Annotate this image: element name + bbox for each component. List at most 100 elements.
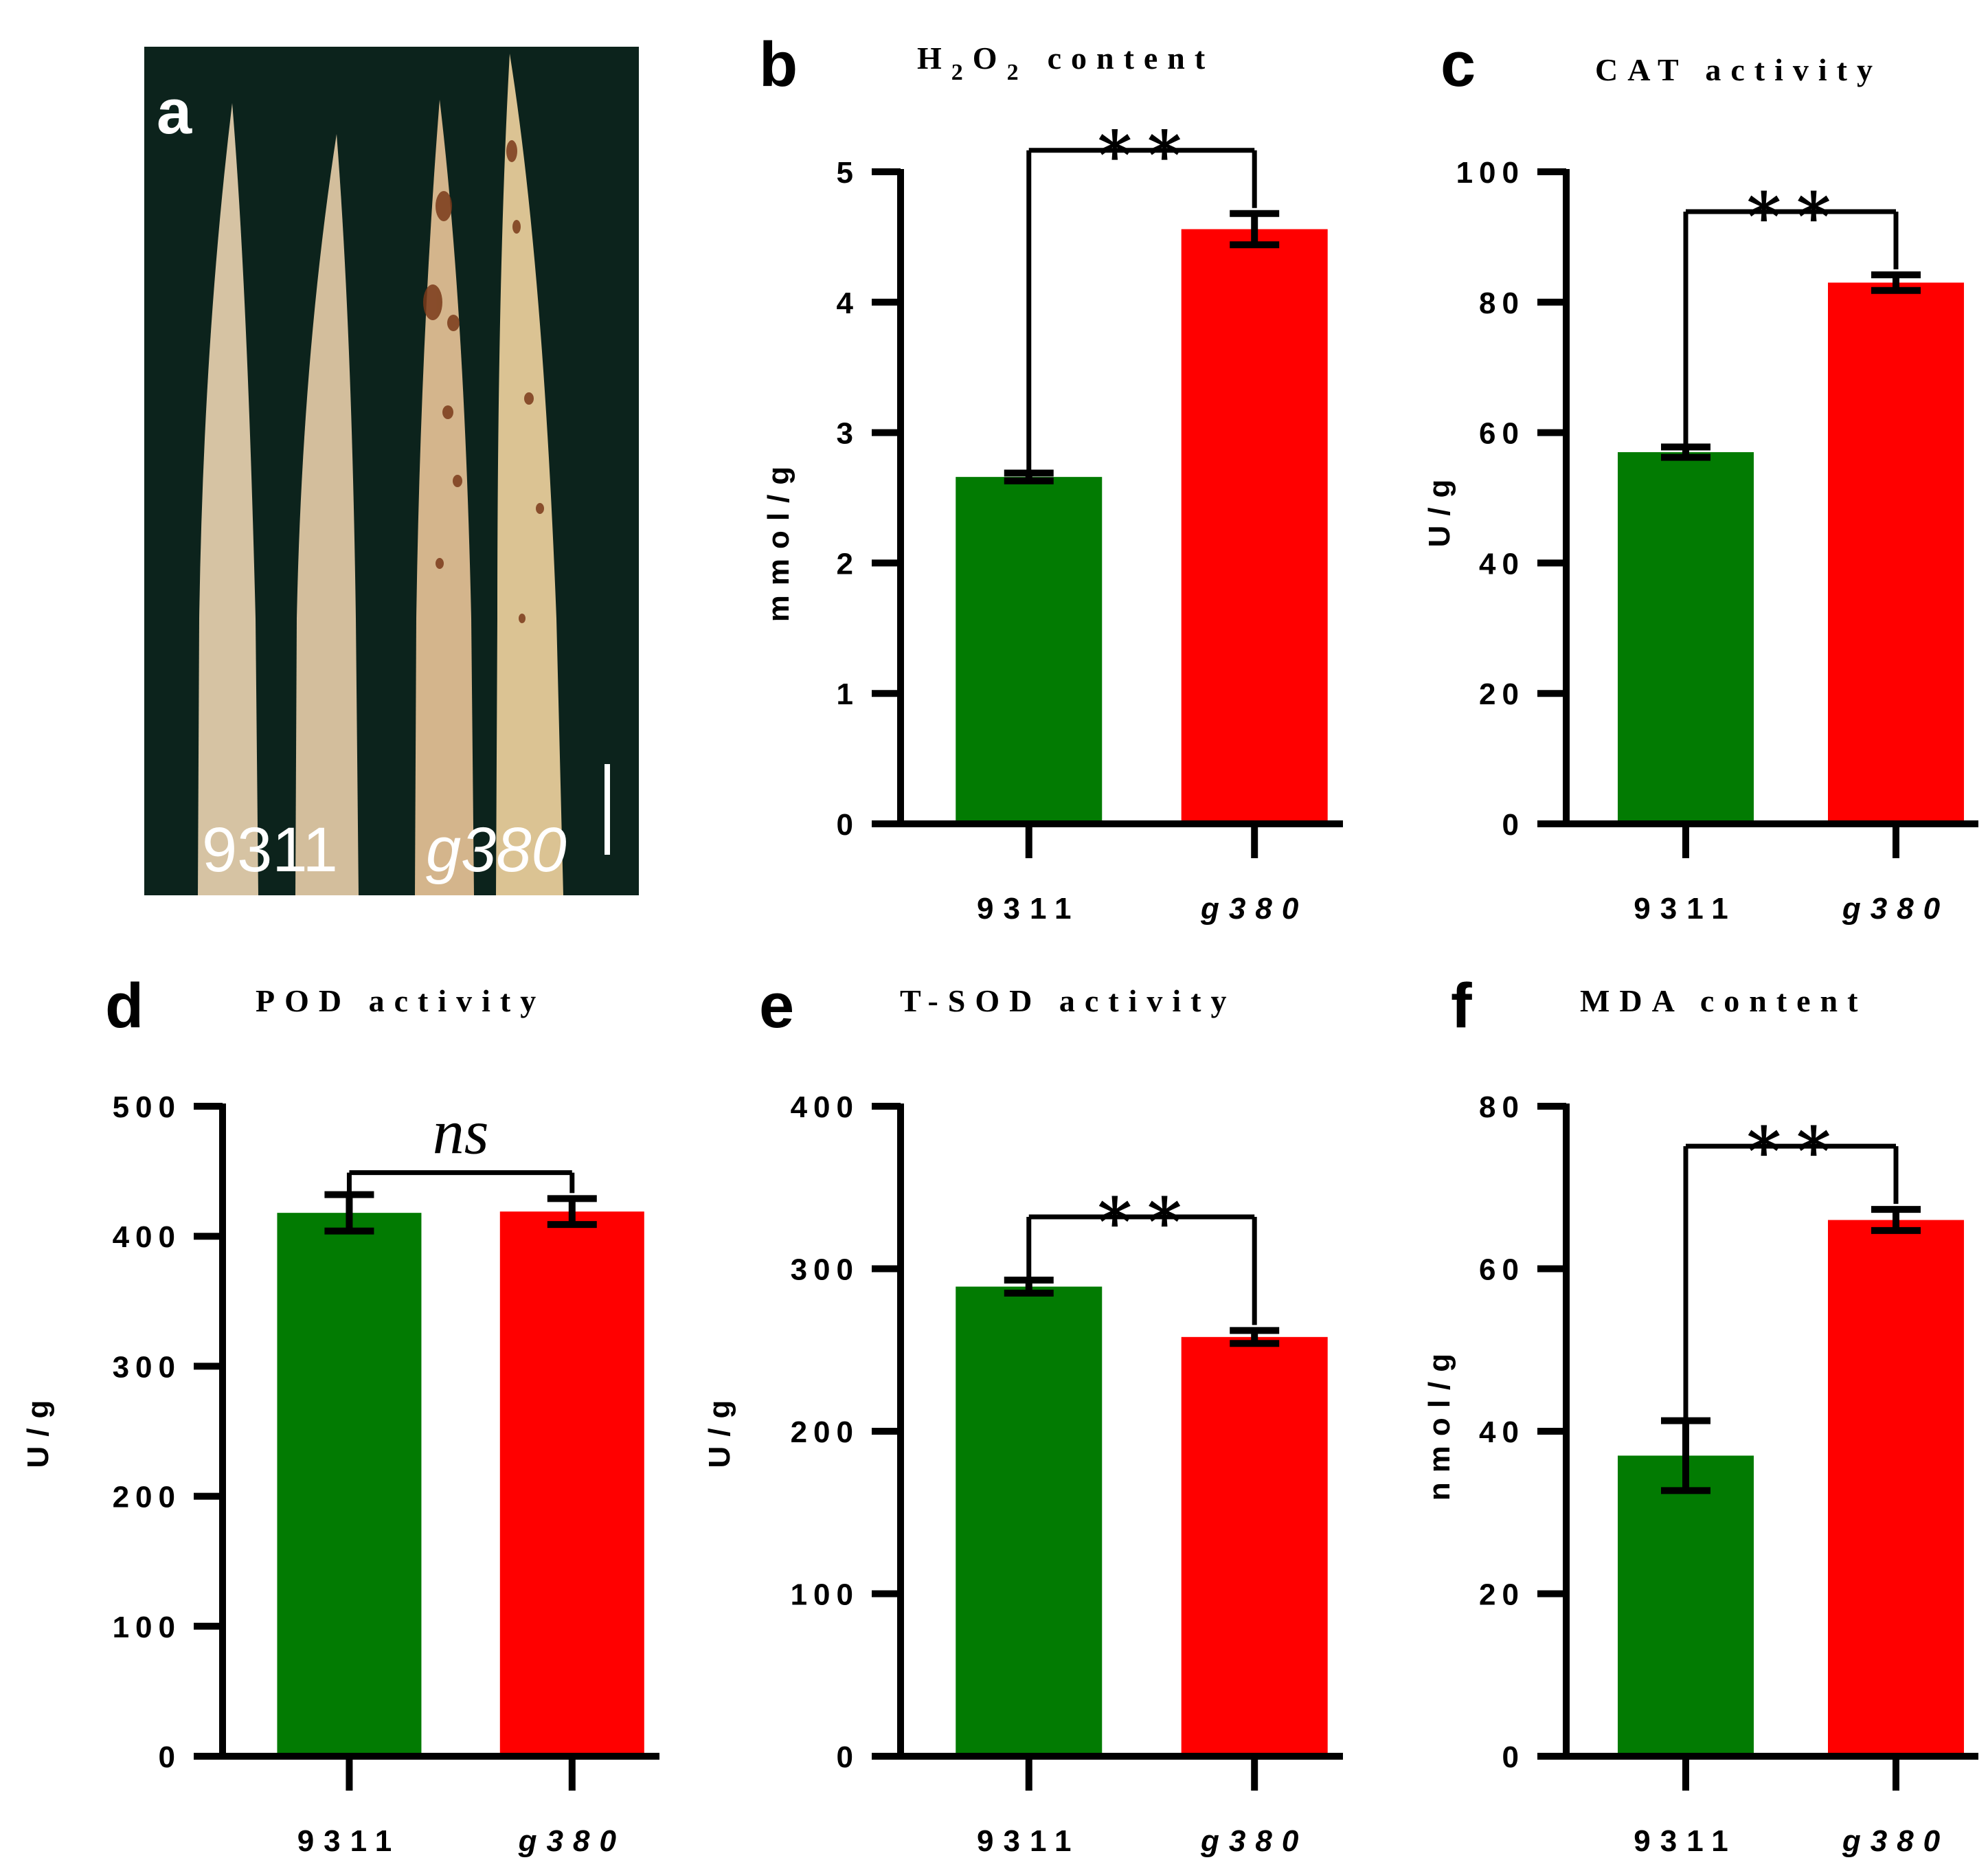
- panel-letter-f: f: [1451, 971, 1472, 1041]
- chart-title: T-SOD activity: [900, 983, 1236, 1018]
- bar-9311: [956, 477, 1103, 824]
- bar-9311: [277, 1213, 422, 1756]
- bar-g380: [1181, 1336, 1328, 1756]
- y-tick-label: 400: [113, 1220, 181, 1254]
- error-bar-g380: [1871, 271, 1921, 294]
- significance-bracket: [1683, 209, 1899, 447]
- y-tick-label: 80: [1479, 287, 1525, 320]
- y-axis-label: U/g: [703, 1391, 736, 1468]
- y-tick-label: 3: [837, 417, 859, 451]
- significance-bracket: [1026, 1214, 1257, 1325]
- chart-title-main: content: [1048, 41, 1215, 76]
- x-tick-label-g380: g380: [1842, 892, 1950, 926]
- significance-bracket: [346, 1170, 575, 1195]
- chart-panel-d: d POD activity U/g 0 100 200 300 400 500 9311 g380…: [21, 971, 659, 1858]
- y-tick-label: 400: [791, 1090, 859, 1124]
- chart-title-main: H: [917, 41, 951, 76]
- chart-title-sub: 2: [1007, 60, 1028, 85]
- x-tick-label-9311: 9311: [1634, 1824, 1737, 1858]
- y-tick-label: 100: [113, 1611, 181, 1644]
- significance-label: ∗∗: [1741, 168, 1841, 241]
- y-tick-label: 1: [837, 677, 859, 711]
- y-tick-label: 60: [1479, 1253, 1525, 1287]
- scale-bar: [605, 764, 610, 855]
- y-tick-label: 40: [1479, 1415, 1525, 1449]
- x-tick-label-g380: g380: [1842, 1824, 1950, 1858]
- bar-g380: [499, 1211, 644, 1756]
- error-bar-g380: [1230, 210, 1280, 249]
- x-tick-label-9311: 9311: [297, 1824, 401, 1858]
- y-tick-label: 5: [837, 156, 859, 190]
- y-tick-label: 200: [791, 1415, 859, 1449]
- chart-panel-c: c CAT activity U/g 0 20 40 60 80 100 9311 g380 ∗∗: [1423, 30, 1978, 926]
- x-tick-label-g380: g380: [1200, 1824, 1308, 1858]
- x-tick-label-9311: 9311: [977, 1824, 1081, 1858]
- y-axis-label: nmol/g: [1423, 1344, 1456, 1501]
- x-tick-label-g380: g380: [1200, 892, 1308, 926]
- y-tick-label: 0: [159, 1740, 181, 1774]
- leaf-9311-1: [198, 103, 258, 895]
- bar-9311: [956, 1286, 1103, 1756]
- lesion-spots: [423, 140, 544, 623]
- y-tick-label: 200: [113, 1481, 181, 1514]
- chart-title: CAT activity: [1595, 52, 1882, 87]
- y-tick-label: 60: [1479, 417, 1525, 451]
- y-tick-label: 80: [1479, 1090, 1525, 1124]
- panel-a: a 9311 g380: [144, 47, 639, 895]
- chart-panel-e: e T-SOD activity U/g 0 100 200 300 400 9311 g380 ∗…: [703, 971, 1343, 1858]
- error-bar-g380: [547, 1195, 597, 1229]
- chart-title: POD activity: [256, 983, 545, 1018]
- significance-label: ∗∗: [1092, 107, 1192, 180]
- y-tick-label: 300: [791, 1253, 859, 1287]
- error-bar-9311: [1661, 443, 1710, 461]
- leaf-g380-2: [496, 54, 563, 895]
- y-tick-label: 2: [837, 547, 859, 581]
- y-tick-label: 500: [113, 1090, 181, 1124]
- x-tick-label-g380: g380: [518, 1824, 626, 1858]
- error-bar-9311: [1004, 469, 1054, 484]
- x-tick-label-9311: 9311: [1634, 892, 1737, 926]
- y-tick-label: 20: [1479, 677, 1525, 711]
- photo-label-9311: 9311: [202, 815, 338, 885]
- significance-label: ∗∗: [1092, 1173, 1192, 1246]
- panel-letter-a: a: [157, 77, 192, 147]
- photo-label-g380: g380: [426, 815, 567, 885]
- y-tick-label: 0: [1502, 808, 1525, 842]
- y-tick-label: 0: [837, 1740, 859, 1774]
- panel-letter-d: d: [105, 971, 144, 1041]
- panel-letter-b: b: [759, 30, 798, 100]
- y-tick-label: 40: [1479, 547, 1525, 581]
- error-bar-g380: [1871, 1206, 1921, 1234]
- error-bar-g380: [1230, 1327, 1280, 1347]
- significance-bracket: [1026, 148, 1257, 472]
- x-tick-label-9311: 9311: [977, 892, 1081, 926]
- significance-bracket: [1683, 1143, 1899, 1450]
- y-axis-label: mmol/g: [762, 457, 795, 622]
- y-tick-label: 20: [1479, 1578, 1525, 1612]
- bar-g380: [1181, 229, 1328, 825]
- chart-title: H2O2 content: [917, 41, 1215, 85]
- leaf-9311-2: [295, 134, 359, 895]
- bar-9311: [1618, 1455, 1754, 1756]
- bar-g380: [1828, 1220, 1964, 1756]
- chart-title-main: O: [973, 41, 1007, 76]
- panel-letter-e: e: [759, 971, 794, 1041]
- significance-label: ∗∗: [1741, 1102, 1841, 1176]
- y-tick-label: 4: [837, 287, 859, 320]
- chart-panel-f: f MDA content nmol/g 0 20 40 60 80 9311 g380 ∗∗: [1423, 971, 1978, 1858]
- chart-title: MDA content: [1580, 983, 1867, 1018]
- y-tick-label: 0: [1502, 1740, 1525, 1774]
- chart-title-sub: 2: [951, 60, 973, 85]
- y-tick-label: 100: [1456, 156, 1525, 190]
- y-axis-label: U/g: [21, 1391, 55, 1468]
- bar-g380: [1828, 282, 1964, 825]
- bar-9311: [1618, 452, 1754, 824]
- y-tick-label: 0: [837, 808, 859, 842]
- panel-letter-c: c: [1441, 30, 1476, 100]
- y-tick-label: 100: [791, 1578, 859, 1612]
- y-tick-label: 300: [113, 1350, 181, 1384]
- y-axis-label: U/g: [1423, 470, 1456, 548]
